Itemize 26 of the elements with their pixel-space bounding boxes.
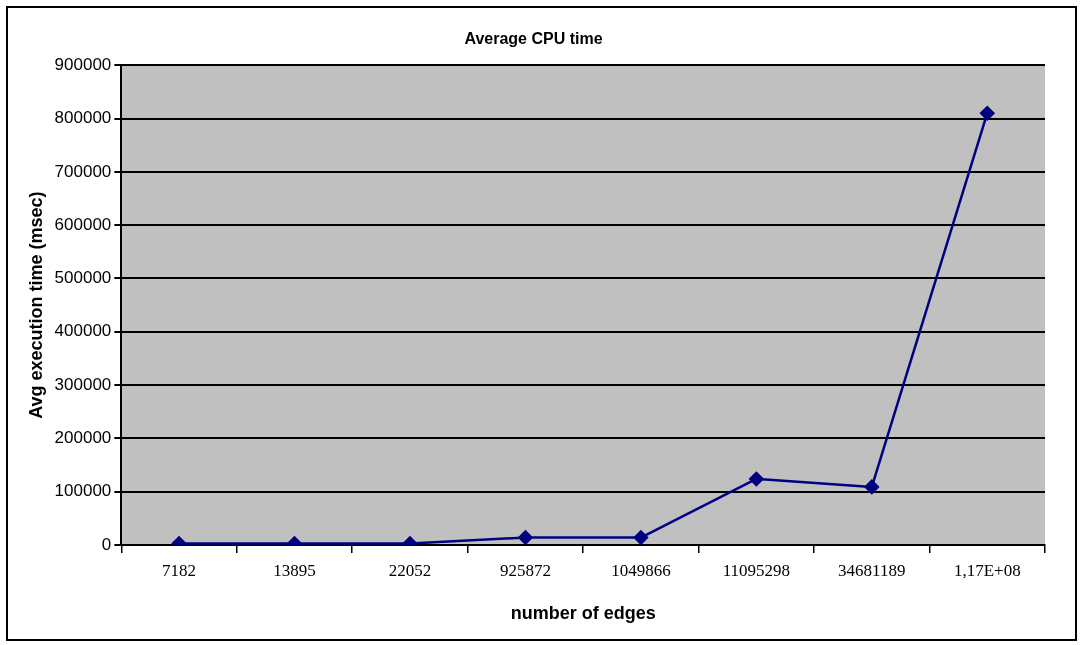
y-tick-label: 800000 (54, 108, 112, 128)
x-axis-title: number of edges (510, 603, 656, 624)
y-tick-label: 400000 (54, 321, 112, 341)
x-tick-label: 34681189 (838, 560, 906, 580)
y-tick-label: 0 (101, 534, 112, 554)
y-tick-label: 600000 (54, 214, 112, 234)
x-tick-label: 925872 (499, 560, 551, 580)
x-tick-label: 1,17E+08 (953, 560, 1021, 580)
point (633, 530, 649, 545)
x-tick-label: 13895 (273, 560, 316, 580)
y-tick-label: 500000 (54, 268, 112, 288)
point (864, 479, 880, 495)
y-tick-label: 200000 (54, 428, 112, 448)
y-tick-label: 300000 (54, 374, 112, 394)
x-tick-label: 11095298 (722, 560, 791, 580)
chart-title: Average CPU time (464, 30, 603, 48)
x-tick-label: 1049866 (611, 560, 671, 580)
point (980, 105, 995, 121)
x-tick-label: 22052 (388, 560, 432, 580)
y-tick-label: 100000 (54, 481, 112, 501)
point (749, 471, 764, 487)
y-tick-label: 900000 (54, 54, 112, 74)
point (518, 530, 533, 545)
x-tick-label: 7182 (162, 560, 197, 580)
y-axis-title: Avg execution time (msec) (25, 191, 46, 419)
y-tick-label: 700000 (54, 161, 112, 181)
